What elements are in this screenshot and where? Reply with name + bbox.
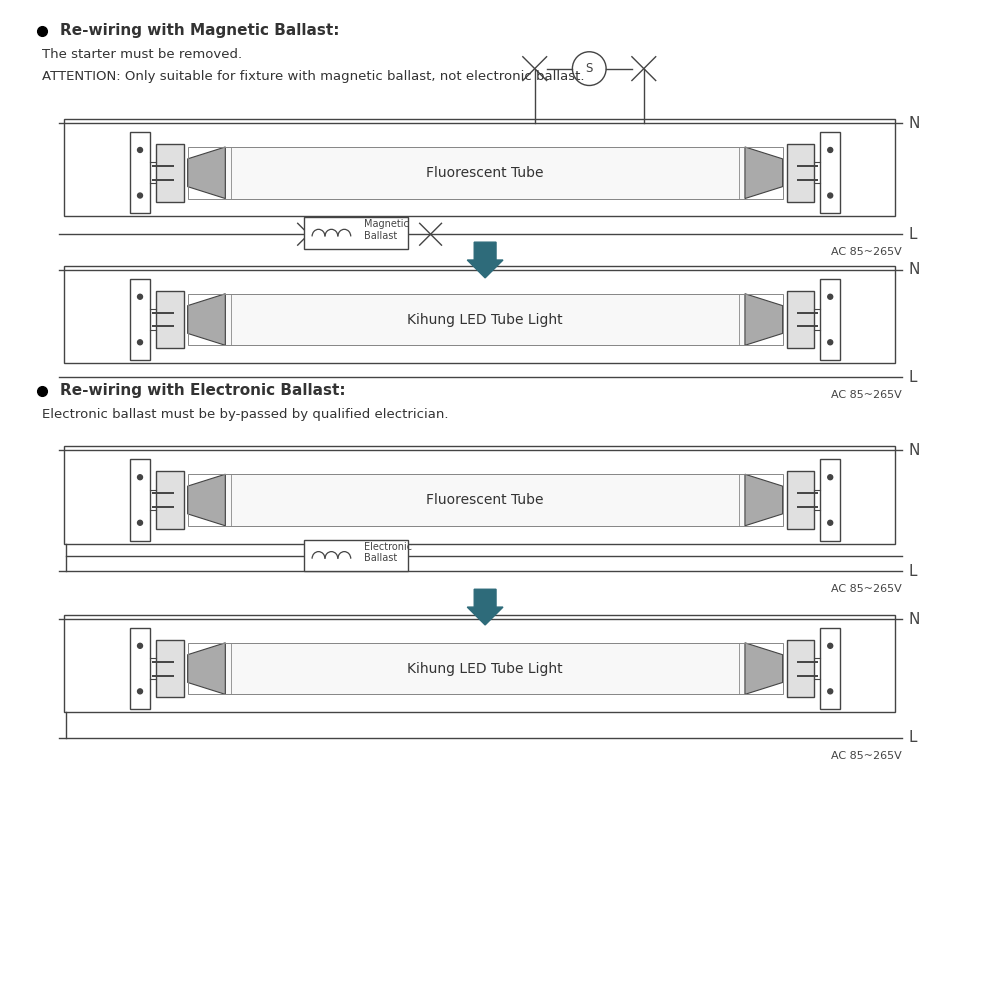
- Text: Fluorescent Tube: Fluorescent Tube: [426, 166, 544, 180]
- Circle shape: [138, 689, 143, 694]
- Bar: [156, 640, 184, 697]
- FancyArrow shape: [467, 242, 503, 278]
- Text: N: N: [909, 116, 920, 131]
- Circle shape: [138, 193, 143, 198]
- Bar: [64, 266, 895, 363]
- Polygon shape: [745, 147, 783, 199]
- Text: S: S: [586, 62, 593, 75]
- Text: AC 85~265V: AC 85~265V: [831, 584, 902, 594]
- Text: N: N: [909, 611, 920, 626]
- Bar: [130, 279, 150, 360]
- Bar: [130, 459, 150, 541]
- Bar: [787, 471, 814, 529]
- Text: The starter must be removed.: The starter must be removed.: [42, 48, 242, 61]
- Circle shape: [138, 340, 143, 345]
- Circle shape: [828, 520, 833, 525]
- Text: N: N: [909, 262, 920, 277]
- Bar: [820, 459, 840, 541]
- Bar: [156, 291, 184, 348]
- Circle shape: [828, 294, 833, 299]
- FancyArrow shape: [467, 589, 503, 625]
- Polygon shape: [188, 294, 225, 345]
- Polygon shape: [188, 474, 225, 526]
- Text: ATTENTION: Only suitable for fixture with magnetic ballast, not electronic balla: ATTENTION: Only suitable for fixture wit…: [42, 70, 584, 83]
- Bar: [188, 474, 783, 526]
- Bar: [188, 294, 783, 345]
- Circle shape: [828, 148, 833, 152]
- Text: L: L: [909, 730, 917, 746]
- Text: AC 85~265V: AC 85~265V: [831, 390, 902, 400]
- Text: Electronic
Ballast: Electronic Ballast: [364, 542, 412, 563]
- Bar: [225, 474, 745, 526]
- Polygon shape: [188, 147, 225, 199]
- Circle shape: [138, 643, 143, 648]
- Bar: [130, 628, 150, 709]
- Text: Electronic ballast must be by-passed by qualified electrician.: Electronic ballast must be by-passed by …: [42, 408, 448, 421]
- Bar: [225, 147, 745, 199]
- Bar: [787, 291, 814, 348]
- Bar: [820, 132, 840, 213]
- Text: Re-wiring with Magnetic Ballast:: Re-wiring with Magnetic Ballast:: [60, 23, 339, 38]
- Text: N: N: [909, 443, 920, 458]
- Text: Kihung LED Tube Light: Kihung LED Tube Light: [407, 662, 563, 676]
- Circle shape: [138, 520, 143, 525]
- Circle shape: [138, 148, 143, 152]
- Polygon shape: [745, 643, 783, 694]
- Circle shape: [828, 340, 833, 345]
- Polygon shape: [745, 474, 783, 526]
- Text: Kihung LED Tube Light: Kihung LED Tube Light: [407, 313, 563, 327]
- Bar: [64, 119, 895, 216]
- Bar: [188, 643, 783, 694]
- Circle shape: [828, 689, 833, 694]
- Bar: [304, 540, 408, 571]
- Bar: [820, 279, 840, 360]
- Text: AC 85~265V: AC 85~265V: [831, 751, 902, 761]
- Circle shape: [828, 193, 833, 198]
- Circle shape: [138, 294, 143, 299]
- Circle shape: [828, 643, 833, 648]
- Bar: [130, 132, 150, 213]
- Bar: [188, 147, 783, 199]
- Bar: [304, 217, 408, 249]
- Polygon shape: [188, 643, 225, 694]
- Bar: [64, 615, 895, 712]
- Circle shape: [138, 475, 143, 480]
- Bar: [156, 144, 184, 202]
- Bar: [225, 294, 745, 345]
- Text: AC 85~265V: AC 85~265V: [831, 247, 902, 257]
- Bar: [64, 446, 895, 544]
- Text: Magnetic
Ballast: Magnetic Ballast: [364, 219, 409, 241]
- Bar: [787, 144, 814, 202]
- Text: L: L: [909, 227, 917, 242]
- Text: L: L: [909, 564, 917, 579]
- Bar: [156, 471, 184, 529]
- Bar: [787, 640, 814, 697]
- Polygon shape: [745, 294, 783, 345]
- Text: Fluorescent Tube: Fluorescent Tube: [426, 493, 544, 507]
- Text: L: L: [909, 370, 917, 385]
- Circle shape: [828, 475, 833, 480]
- Text: Re-wiring with Electronic Ballast:: Re-wiring with Electronic Ballast:: [60, 383, 345, 398]
- Bar: [225, 643, 745, 694]
- Bar: [820, 628, 840, 709]
